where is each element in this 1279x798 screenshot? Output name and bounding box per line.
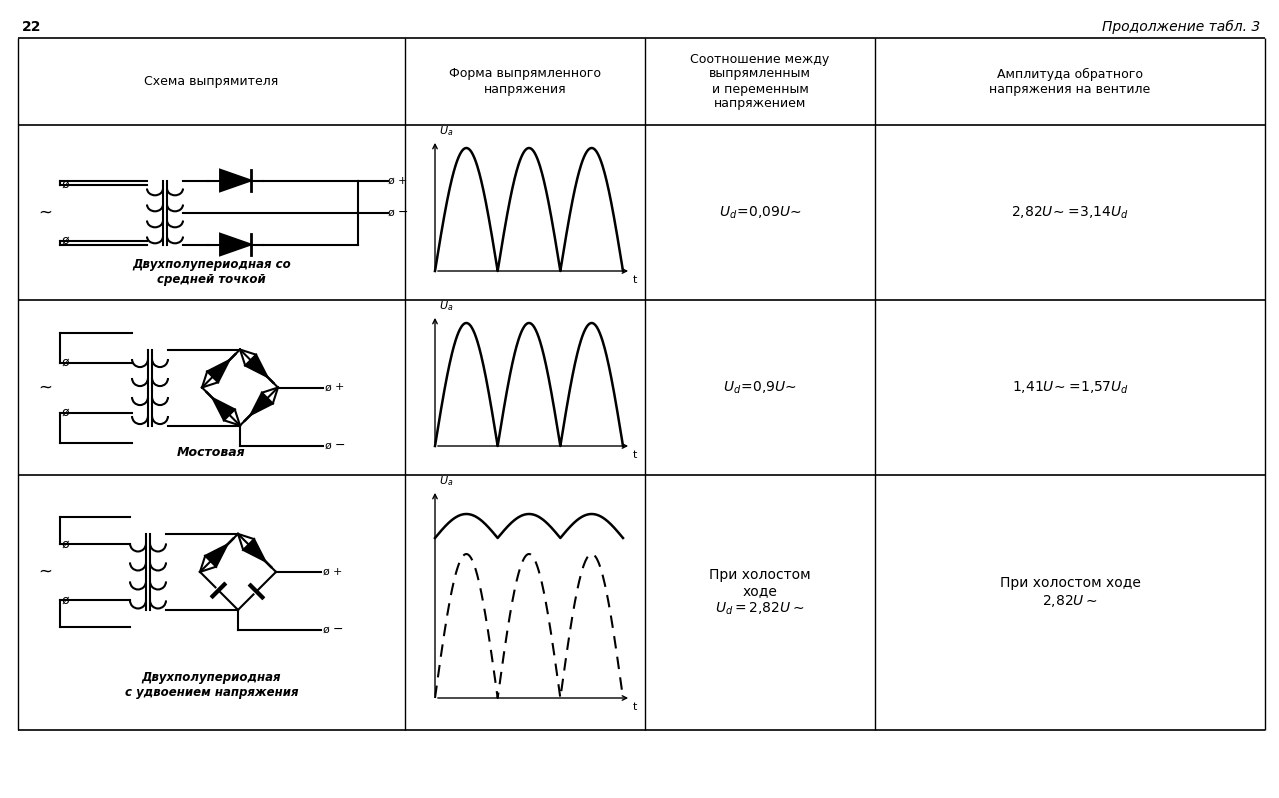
Text: Мостовая: Мостовая <box>178 447 246 460</box>
Text: $U_a$: $U_a$ <box>439 299 453 313</box>
Text: +: + <box>398 176 408 185</box>
Text: +: + <box>333 567 343 577</box>
Text: $U_a$: $U_a$ <box>439 474 453 488</box>
Text: ø: ø <box>61 356 69 369</box>
Text: ~: ~ <box>38 203 52 222</box>
Text: ø: ø <box>61 406 69 419</box>
Text: ø: ø <box>388 207 394 218</box>
Polygon shape <box>246 354 267 377</box>
Text: t: t <box>633 275 637 285</box>
Text: t: t <box>633 702 637 712</box>
Text: $2{,}82U\!\sim\!=\!3{,}14U_d$: $2{,}82U\!\sim\!=\!3{,}14U_d$ <box>1012 204 1129 221</box>
Text: $1{,}41U\!\sim\!=\!1{,}57U_d$: $1{,}41U\!\sim\!=\!1{,}57U_d$ <box>1012 379 1128 396</box>
Text: ø: ø <box>61 234 69 247</box>
Polygon shape <box>243 539 265 561</box>
Text: $U_d\!=\!0{,}9U\!\sim$: $U_d\!=\!0{,}9U\!\sim$ <box>723 379 797 396</box>
Polygon shape <box>212 398 235 421</box>
Text: t: t <box>633 450 637 460</box>
Polygon shape <box>220 170 251 192</box>
Text: ø: ø <box>325 440 331 451</box>
Text: −: − <box>398 206 408 219</box>
Text: Форма выпрямленного
напряжения: Форма выпрямленного напряжения <box>449 68 601 96</box>
Text: ~: ~ <box>38 378 52 397</box>
Text: Продолжение табл. 3: Продолжение табл. 3 <box>1101 20 1260 34</box>
Text: Амплитуда обратного
напряжения на вентиле: Амплитуда обратного напряжения на вентил… <box>990 68 1151 96</box>
Text: 22: 22 <box>22 20 41 34</box>
Text: −: − <box>333 623 344 636</box>
Text: ø: ø <box>325 382 331 393</box>
Text: +: + <box>335 382 344 393</box>
Polygon shape <box>207 360 229 382</box>
Text: При холостом ходе
$2{,}82U\sim$: При холостом ходе $2{,}82U\sim$ <box>1000 576 1141 609</box>
Polygon shape <box>251 393 272 415</box>
Text: ø: ø <box>61 178 69 191</box>
Text: ø: ø <box>388 176 394 185</box>
Text: ø: ø <box>322 567 330 577</box>
Text: ø: ø <box>61 537 69 551</box>
Text: Двухполупериодная
с удвоением напряжения: Двухполупериодная с удвоением напряжения <box>125 671 298 699</box>
Text: При холостом
ходе
$U_d=2{,}82U\sim$: При холостом ходе $U_d=2{,}82U\sim$ <box>709 568 811 617</box>
Text: −: − <box>335 439 345 452</box>
Text: ~: ~ <box>38 563 52 581</box>
Text: Двухполупериодная со
средней точкой: Двухполупериодная со средней точкой <box>132 258 290 286</box>
Polygon shape <box>220 234 251 255</box>
Text: Схема выпрямителя: Схема выпрямителя <box>145 75 279 88</box>
Text: $U_d\!=\!0{,}09U\!\sim$: $U_d\!=\!0{,}09U\!\sim$ <box>719 204 802 221</box>
Text: ø: ø <box>61 594 69 606</box>
Text: ø: ø <box>322 625 330 635</box>
Polygon shape <box>205 544 228 567</box>
Text: $U_a$: $U_a$ <box>439 124 453 138</box>
Text: Соотношение между
выпрямленным
и переменным
напряжением: Соотношение между выпрямленным и перемен… <box>691 53 830 110</box>
